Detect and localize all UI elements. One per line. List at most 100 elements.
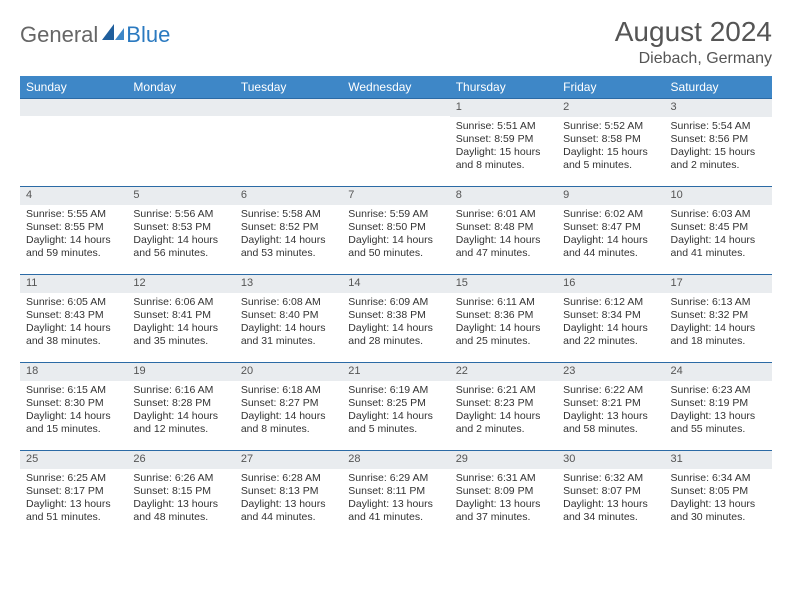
calendar-cell: 11Sunrise: 6:05 AMSunset: 8:43 PMDayligh… (20, 275, 127, 363)
day-details: Sunrise: 6:08 AMSunset: 8:40 PMDaylight:… (235, 293, 342, 353)
day-number: 11 (20, 275, 127, 293)
day-number: 23 (557, 363, 664, 381)
calendar-cell: 16Sunrise: 6:12 AMSunset: 8:34 PMDayligh… (557, 275, 664, 363)
day-details: Sunrise: 5:56 AMSunset: 8:53 PMDaylight:… (127, 205, 234, 265)
sunrise-text: Sunrise: 6:02 AM (563, 208, 658, 221)
daylight-text: Daylight: 14 hours (563, 234, 658, 247)
dow-sunday: Sunday (20, 76, 127, 99)
daylight-text: Daylight: 13 hours (26, 498, 121, 511)
calendar-cell: 9Sunrise: 6:02 AMSunset: 8:47 PMDaylight… (557, 187, 664, 275)
daylight-text: and 37 minutes. (456, 511, 551, 524)
day-details: Sunrise: 6:18 AMSunset: 8:27 PMDaylight:… (235, 381, 342, 441)
calendar-cell: 20Sunrise: 6:18 AMSunset: 8:27 PMDayligh… (235, 363, 342, 451)
sunset-text: Sunset: 8:15 PM (133, 485, 228, 498)
brand-part1: General (20, 22, 98, 48)
sunset-text: Sunset: 8:07 PM (563, 485, 658, 498)
sunset-text: Sunset: 8:45 PM (671, 221, 766, 234)
daylight-text: Daylight: 14 hours (348, 234, 443, 247)
daylight-text: Daylight: 15 hours (456, 146, 551, 159)
daylight-text: Daylight: 14 hours (133, 410, 228, 423)
calendar-cell: 8Sunrise: 6:01 AMSunset: 8:48 PMDaylight… (450, 187, 557, 275)
day-number: 6 (235, 187, 342, 205)
sunrise-text: Sunrise: 6:01 AM (456, 208, 551, 221)
day-number: 9 (557, 187, 664, 205)
sunrise-text: Sunrise: 5:55 AM (26, 208, 121, 221)
day-details: Sunrise: 5:58 AMSunset: 8:52 PMDaylight:… (235, 205, 342, 265)
sunrise-text: Sunrise: 6:31 AM (456, 472, 551, 485)
calendar-header-row: Sunday Monday Tuesday Wednesday Thursday… (20, 76, 772, 99)
calendar-cell: 22Sunrise: 6:21 AMSunset: 8:23 PMDayligh… (450, 363, 557, 451)
sunset-text: Sunset: 8:27 PM (241, 397, 336, 410)
sunrise-text: Sunrise: 6:12 AM (563, 296, 658, 309)
calendar-cell: 30Sunrise: 6:32 AMSunset: 8:07 PMDayligh… (557, 451, 664, 539)
daylight-text: and 44 minutes. (563, 247, 658, 260)
month-title: August 2024 (615, 16, 772, 48)
dow-friday: Friday (557, 76, 664, 99)
calendar-cell: 12Sunrise: 6:06 AMSunset: 8:41 PMDayligh… (127, 275, 234, 363)
calendar-cell: 6Sunrise: 5:58 AMSunset: 8:52 PMDaylight… (235, 187, 342, 275)
daylight-text: and 50 minutes. (348, 247, 443, 260)
calendar-cell (235, 99, 342, 187)
daylight-text: and 53 minutes. (241, 247, 336, 260)
day-number: 30 (557, 451, 664, 469)
sunset-text: Sunset: 8:48 PM (456, 221, 551, 234)
daylight-text: and 47 minutes. (456, 247, 551, 260)
sunrise-text: Sunrise: 6:13 AM (671, 296, 766, 309)
day-number: 24 (665, 363, 772, 381)
calendar-week-row: 1Sunrise: 5:51 AMSunset: 8:59 PMDaylight… (20, 99, 772, 187)
sunset-text: Sunset: 8:25 PM (348, 397, 443, 410)
daylight-text: and 41 minutes. (671, 247, 766, 260)
daylight-text: Daylight: 13 hours (241, 498, 336, 511)
calendar-cell: 25Sunrise: 6:25 AMSunset: 8:17 PMDayligh… (20, 451, 127, 539)
calendar-cell: 5Sunrise: 5:56 AMSunset: 8:53 PMDaylight… (127, 187, 234, 275)
sunrise-text: Sunrise: 6:05 AM (26, 296, 121, 309)
empty-day (20, 99, 127, 116)
sunrise-text: Sunrise: 6:11 AM (456, 296, 551, 309)
sunset-text: Sunset: 8:05 PM (671, 485, 766, 498)
daylight-text: Daylight: 14 hours (133, 322, 228, 335)
day-number: 2 (557, 99, 664, 117)
daylight-text: Daylight: 14 hours (563, 322, 658, 335)
daylight-text: Daylight: 14 hours (456, 410, 551, 423)
sunset-text: Sunset: 8:30 PM (26, 397, 121, 410)
sunset-text: Sunset: 8:40 PM (241, 309, 336, 322)
day-details: Sunrise: 6:02 AMSunset: 8:47 PMDaylight:… (557, 205, 664, 265)
calendar-cell: 13Sunrise: 6:08 AMSunset: 8:40 PMDayligh… (235, 275, 342, 363)
sunrise-text: Sunrise: 5:58 AM (241, 208, 336, 221)
empty-day (127, 99, 234, 116)
sunrise-text: Sunrise: 6:16 AM (133, 384, 228, 397)
day-details: Sunrise: 5:55 AMSunset: 8:55 PMDaylight:… (20, 205, 127, 265)
day-details: Sunrise: 6:12 AMSunset: 8:34 PMDaylight:… (557, 293, 664, 353)
daylight-text: and 38 minutes. (26, 335, 121, 348)
day-number: 28 (342, 451, 449, 469)
calendar-cell: 26 Sunrise: 6:26 AMSunset: 8:15 PMDayligh… (127, 451, 234, 539)
day-number: 29 (450, 451, 557, 469)
day-number: 26 (127, 451, 234, 469)
day-number: 7 (342, 187, 449, 205)
day-number: 20 (235, 363, 342, 381)
sunset-text: Sunset: 8:11 PM (348, 485, 443, 498)
sunset-text: Sunset: 8:09 PM (456, 485, 551, 498)
sunset-text: Sunset: 8:17 PM (26, 485, 121, 498)
sunset-text: Sunset: 8:59 PM (456, 133, 551, 146)
daylight-text: Daylight: 13 hours (456, 498, 551, 511)
sunrise-text: Sunrise: 6:26 AM (133, 472, 228, 485)
day-number: 22 (450, 363, 557, 381)
daylight-text: and 59 minutes. (26, 247, 121, 260)
day-details: Sunrise: 6:22 AMSunset: 8:21 PMDaylight:… (557, 381, 664, 441)
sunrise-text: Sunrise: 5:56 AM (133, 208, 228, 221)
day-details: Sunrise: 6:29 AMSunset: 8:11 PMDaylight:… (342, 469, 449, 529)
sunrise-text: Sunrise: 6:25 AM (26, 472, 121, 485)
calendar-week-row: 4Sunrise: 5:55 AMSunset: 8:55 PMDaylight… (20, 187, 772, 275)
sunset-text: Sunset: 8:56 PM (671, 133, 766, 146)
daylight-text: Daylight: 13 hours (133, 498, 228, 511)
day-details: Sunrise: 6:11 AMSunset: 8:36 PMDaylight:… (450, 293, 557, 353)
daylight-text: Daylight: 13 hours (671, 410, 766, 423)
day-details: Sunrise: 5:52 AMSunset: 8:58 PMDaylight:… (557, 117, 664, 177)
daylight-text: and 35 minutes. (133, 335, 228, 348)
sunrise-text: Sunrise: 5:52 AM (563, 120, 658, 133)
calendar-cell: 28Sunrise: 6:29 AMSunset: 8:11 PMDayligh… (342, 451, 449, 539)
calendar-cell: 24Sunrise: 6:23 AMSunset: 8:19 PMDayligh… (665, 363, 772, 451)
day-number: 12 (127, 275, 234, 293)
sunset-text: Sunset: 8:34 PM (563, 309, 658, 322)
